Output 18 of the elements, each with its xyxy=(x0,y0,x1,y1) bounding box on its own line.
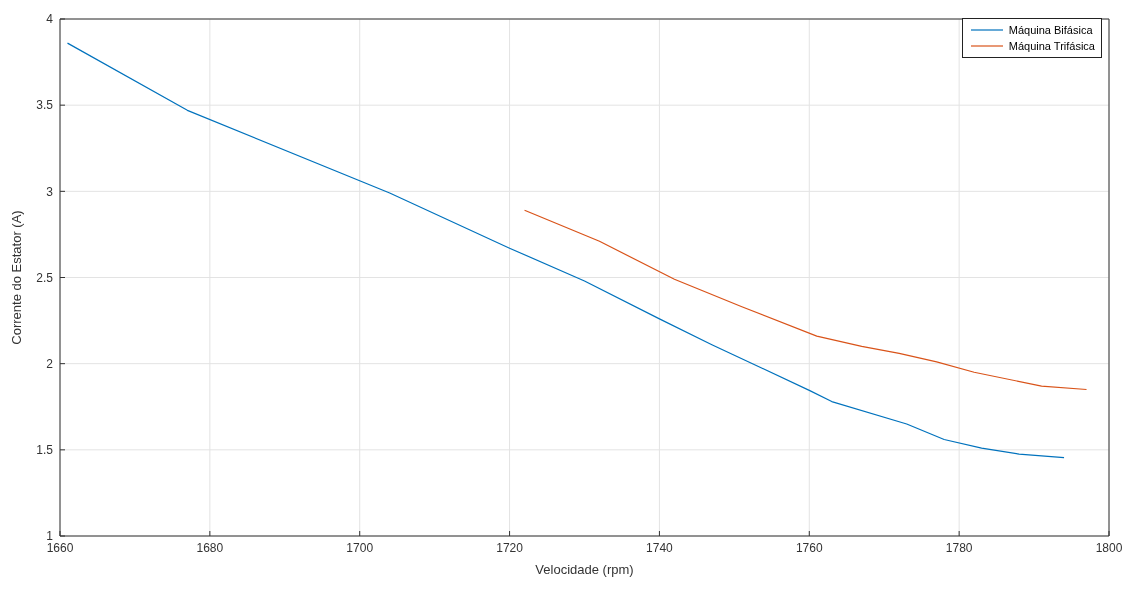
x-axis-title: Velocidade (rpm) xyxy=(535,562,634,577)
x-tick-label: 1720 xyxy=(496,540,524,555)
x-tick-label: 1780 xyxy=(945,540,973,555)
line-series xyxy=(523,209,1088,391)
legend-label: Máquina Bifásica xyxy=(1008,24,1093,36)
y-tick-label: 3 xyxy=(46,184,54,199)
x-tick-label: 1740 xyxy=(646,540,674,555)
legend-label: Máquina Trifásica xyxy=(1008,40,1095,52)
y-tick-label: 3.5 xyxy=(36,98,54,113)
y-tick-label: 2.5 xyxy=(36,270,54,285)
x-tick-label: 1800 xyxy=(1095,540,1123,555)
y-tick-label: 2 xyxy=(46,356,54,371)
y-axis-title: Corrente do Estator (A) xyxy=(8,210,24,345)
x-tick-label: 1680 xyxy=(196,540,224,555)
x-tick-label: 1760 xyxy=(795,540,823,555)
y-tick-label: 1.5 xyxy=(36,443,54,458)
x-tick-label: 1700 xyxy=(346,540,374,555)
y-tick-label: 4 xyxy=(46,12,54,27)
